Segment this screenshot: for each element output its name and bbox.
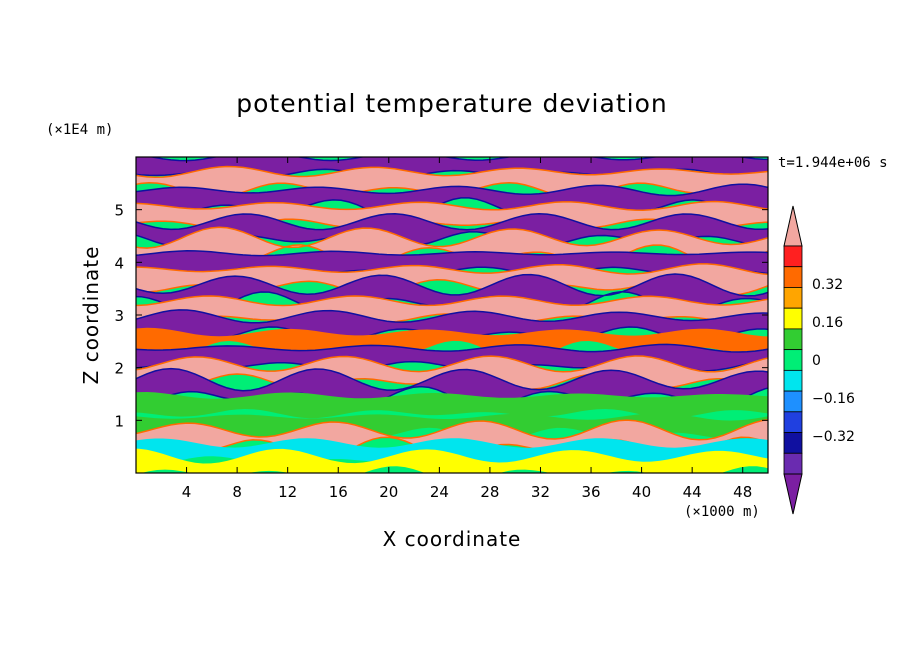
contour-layer [136,263,768,295]
colorbar-segment [783,452,803,475]
colorbar-tick-label: 0 [812,353,821,369]
colorbar-segment [783,266,803,288]
contour-layer [136,184,768,220]
x-tick-label: 16 [329,483,348,501]
x-tick-label: 4 [182,483,192,501]
colorbar-tick-label: 0.16 [812,315,843,331]
chart-title: potential temperature deviation [236,89,667,118]
x-tick-label: 20 [379,483,398,501]
colorbar-segment [783,287,803,309]
x-tick-label: 40 [632,483,651,501]
colorbar-segment [783,307,803,330]
y-axis-label: Z coordinate [79,246,103,385]
colorbar-segment [783,390,803,413]
x-unit-label: (×1000 m) [684,504,760,520]
time-label: t=1.944e+06 s [778,155,888,171]
y-tick-label: 4 [114,254,124,272]
colorbar-tick-label: −0.32 [812,429,855,445]
contour-layers [136,157,768,473]
colorbar-segment [783,328,803,351]
colorbar-segment [783,245,803,268]
plot-area [136,157,768,473]
y-tick-label: 3 [114,307,124,325]
contour-layer [136,392,768,419]
contour-edge [136,183,768,220]
y-axis-ticks: 1 2 3 4 5 [114,202,768,430]
contour-layer [136,309,768,343]
colorbar-extend-bottom [783,473,803,515]
colorbar-tick-label: 0.32 [812,277,843,293]
colorbar-segment [783,349,803,371]
colorbar-extend-top [783,205,803,247]
x-tick-label: 24 [430,483,449,501]
y-tick-label: 1 [114,412,124,430]
x-tick-label: 28 [480,483,499,501]
colorbar-segment [783,369,803,392]
x-axis-ticks: 4 8 12 16 20 24 28 32 36 40 44 48 [182,157,752,501]
contour-layer [136,213,768,247]
x-tick-label: 12 [278,483,297,501]
x-tick-label: 48 [733,483,752,501]
colorbar-segment [783,432,803,454]
contour-layer [136,448,768,473]
colorbar-tick-label: −0.16 [812,391,855,407]
x-axis-label: X coordinate [383,527,522,551]
y-tick-label: 5 [114,202,124,220]
x-tick-label: 44 [683,483,702,501]
y-tick-label: 2 [114,360,124,378]
y-unit-label: (×1E4 m) [46,122,113,138]
x-tick-label: 36 [581,483,600,501]
contour-layer [136,201,768,229]
colorbar: 0.32 0.16 0 −0.16 −0.32 [783,205,855,515]
colorbar-segment [783,411,803,433]
x-tick-label: 8 [232,483,242,501]
x-tick-label: 32 [531,483,550,501]
